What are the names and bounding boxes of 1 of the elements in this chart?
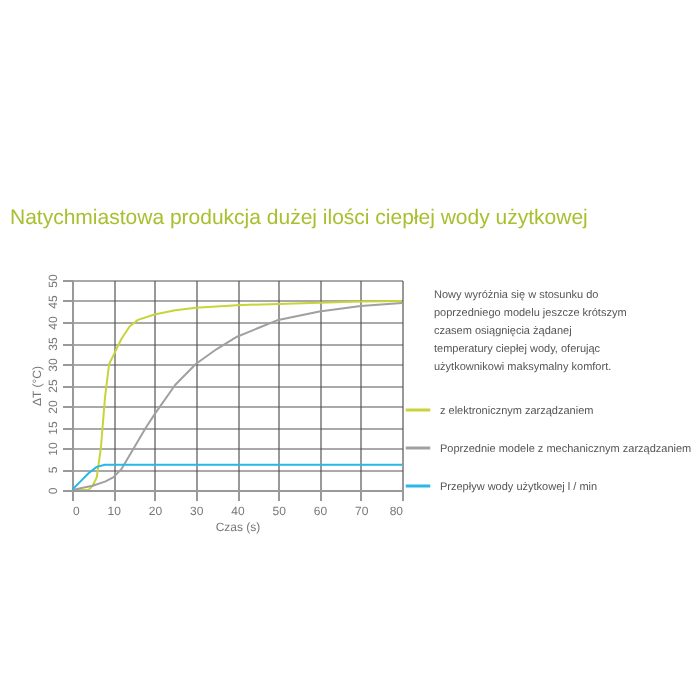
chart-title: Natychmiastowa produkcja dużej ilości ciepłej wody użytkowej bbox=[10, 206, 588, 231]
